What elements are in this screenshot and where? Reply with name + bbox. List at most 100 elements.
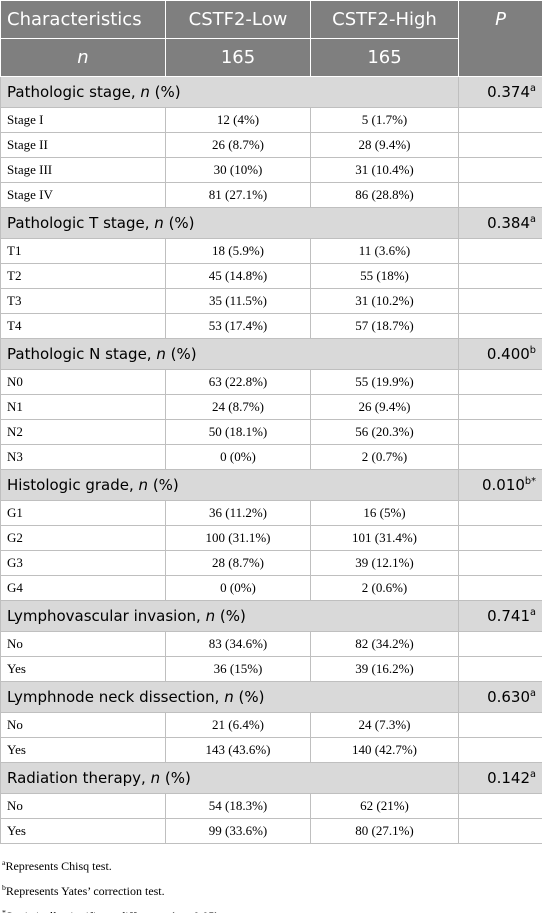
header-cell: 165 [165, 38, 311, 77]
section-title-part: (%) [233, 688, 265, 706]
data-cell: 140 (42.7%) [310, 737, 459, 763]
data-row: N3 0 (0%) 2 (0.7%) [0, 444, 542, 470]
section-row: Radiation therapy, n (%) 0.142a [0, 762, 542, 794]
data-row: G3 28 (8.7%) 39 (12.1%) [0, 550, 542, 576]
section-title: Radiation therapy, n (%) [0, 762, 459, 794]
data-cell: 24 (7.3%) [310, 712, 459, 738]
data-cell: 55 (19.9%) [310, 369, 459, 395]
section-title-part: n [205, 607, 216, 625]
data-cell: 11 (3.6%) [310, 238, 459, 264]
data-cell: 2 (0.6%) [310, 575, 459, 601]
data-cell: 2 (0.7%) [310, 444, 459, 470]
data-row: Yes 143 (43.6%) 140 (42.7%) [0, 737, 542, 763]
empty-cell [458, 793, 542, 819]
header-text: CSTF2-Low [188, 9, 288, 30]
data-cell: 50 (18.1%) [165, 419, 311, 445]
p-value-cell: 0.142a [458, 762, 542, 794]
data-row: Stage II 26 (8.7%) 28 (9.4%) [0, 132, 542, 158]
section-row: Histologic grade, n (%) 0.010b* [0, 469, 542, 501]
header-text: Characteristics [7, 9, 142, 30]
data-cell: 26 (8.7%) [165, 132, 311, 158]
data-cell: T3 [0, 288, 166, 314]
section-title: Pathologic T stage, n (%) [0, 207, 459, 239]
data-row: Yes 36 (15%) 39 (16.2%) [0, 656, 542, 682]
p-note: b* [524, 476, 536, 487]
data-cell: 24 (8.7%) [165, 394, 311, 420]
header-cell: n [0, 38, 166, 77]
data-row: Stage III 30 (10%) 31 (10.4%) [0, 157, 542, 183]
data-cell: No [0, 631, 166, 657]
header-cell: 165 [310, 38, 459, 77]
p-value: 0.142 [487, 769, 531, 787]
p-note: a [530, 214, 536, 225]
p-value-cell: 0.010b* [458, 469, 542, 501]
p-value: 0.384 [487, 214, 531, 232]
data-cell: Yes [0, 656, 166, 682]
data-cell: G1 [0, 500, 166, 526]
data-cell: No [0, 712, 166, 738]
data-cell: 21 (6.4%) [165, 712, 311, 738]
empty-cell [458, 631, 542, 657]
section-title-part: n [150, 769, 161, 787]
data-cell: 80 (27.1%) [310, 818, 459, 844]
data-cell: 55 (18%) [310, 263, 459, 289]
p-value: 0.374 [487, 83, 531, 101]
empty-cell [458, 157, 542, 183]
data-row: T1 18 (5.9%) 11 (3.6%) [0, 238, 542, 264]
section-title: Histologic grade, n (%) [0, 469, 459, 501]
data-cell: G3 [0, 550, 166, 576]
p-note: a [530, 607, 536, 618]
empty-cell [458, 444, 542, 470]
data-cell: 54 (18.3%) [165, 793, 311, 819]
section-title-part: Pathologic stage, [7, 83, 141, 101]
data-cell: 31 (10.2%) [310, 288, 459, 314]
p-value-cell: 0.400b [458, 338, 542, 370]
section-title-part: n [154, 214, 164, 232]
footnote-text: Represents Yates’ correction test. [5, 884, 165, 898]
p-value-cell: 0.741a [458, 600, 542, 632]
footnote-text: p [175, 909, 181, 913]
data-row: G2 100 (31.1%) 101 (31.4%) [0, 525, 542, 551]
data-cell: 82 (34.2%) [310, 631, 459, 657]
empty-cell [458, 656, 542, 682]
header-text: P [495, 9, 506, 30]
section-title-part: n [138, 476, 149, 494]
footnote-text: < 0.05). [181, 909, 222, 913]
p-note: a [530, 83, 536, 94]
data-cell: Yes [0, 737, 166, 763]
p-note: a [530, 769, 536, 780]
header-text: n [77, 47, 89, 68]
section-row: Pathologic T stage, n (%) 0.384a [0, 207, 542, 239]
data-cell: Yes [0, 818, 166, 844]
data-row: G4 0 (0%) 2 (0.6%) [0, 575, 542, 601]
section-title-part: (%) [149, 83, 181, 101]
data-cell: T4 [0, 313, 166, 339]
data-cell: N3 [0, 444, 166, 470]
section-title-part: Lymphovascular invasion, [7, 607, 206, 625]
data-cell: Stage IV [0, 182, 166, 208]
header-text: 165 [220, 47, 256, 68]
empty-cell [458, 107, 542, 133]
section-title-part: Radiation therapy, [7, 769, 151, 787]
data-row: No 83 (34.6%) 82 (34.2%) [0, 631, 542, 657]
empty-cell [458, 263, 542, 289]
data-cell: N1 [0, 394, 166, 420]
data-cell: 100 (31.1%) [165, 525, 311, 551]
section-title-part: Pathologic N stage, [7, 345, 157, 363]
footnote-mark: b [2, 883, 6, 892]
p-value: 0.630 [487, 688, 531, 706]
data-cell: 62 (21%) [310, 793, 459, 819]
p-value-cell: 0.384a [458, 207, 542, 239]
data-row: Stage I 12 (4%) 5 (1.7%) [0, 107, 542, 133]
p-note: a [530, 688, 536, 699]
empty-cell [458, 288, 542, 314]
section-row: Lymphnode neck dissection, n (%) 0.630a [0, 681, 542, 713]
section-title-part: (%) [160, 769, 191, 787]
data-row: G1 36 (11.2%) 16 (5%) [0, 500, 542, 526]
data-row: No 21 (6.4%) 24 (7.3%) [0, 712, 542, 738]
p-value-cell: 0.374a [458, 76, 542, 108]
empty-cell [458, 500, 542, 526]
data-cell: 39 (12.1%) [310, 550, 459, 576]
section-title-part: (%) [148, 476, 179, 494]
